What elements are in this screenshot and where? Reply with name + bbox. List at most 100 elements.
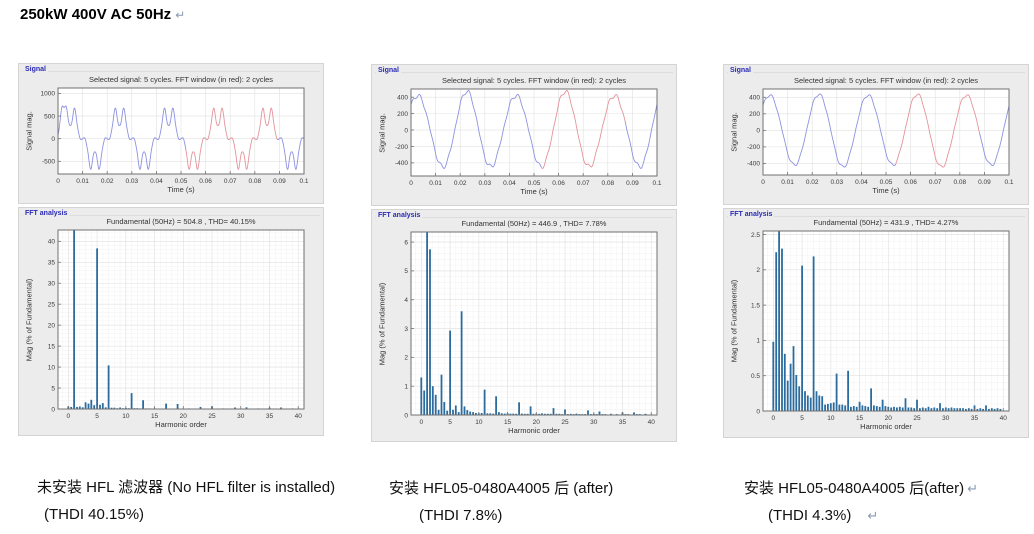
svg-text:0: 0 [51,136,55,143]
svg-text:3: 3 [404,326,408,333]
signal-groupbox-label: Signal [376,66,402,75]
svg-text:25: 25 [208,413,216,420]
svg-text:0.5: 0.5 [751,373,760,380]
svg-text:10: 10 [122,413,130,420]
x-axis-label: Time (s) [167,185,195,194]
svg-text:0.09: 0.09 [978,179,991,186]
fft-panel-1: FFT analysis Fundamental (50Hz) = 504.8 … [18,207,324,436]
svg-text:30: 30 [237,413,245,420]
svg-text:35: 35 [266,413,274,420]
fft-panel-3: FFT analysis Fundamental (50Hz) = 431.9 … [723,208,1029,438]
svg-text:2: 2 [756,267,760,274]
caption-text: 安装 HFL05-0480A4005 后(after) [744,480,965,497]
caption-col1-line1: 未安装 HFL 滤波器 (No HFL filter is installed) [37,476,339,497]
x-axis-label: Harmonic order [860,422,912,431]
svg-text:20: 20 [180,413,188,420]
svg-text:0.06: 0.06 [552,180,565,187]
caption-col3-line1: 安装 HFL05-0480A4005 后(after) ↵ [744,477,978,498]
svg-text:0.04: 0.04 [503,180,516,187]
svg-text:200: 200 [749,111,760,118]
signal-panel-1: Signal Selected signal: 5 cycles. FFT wi… [18,63,324,204]
svg-text:0.01: 0.01 [429,180,442,187]
fft-harmonics-chart-2: 0 5 10 15 20 25 30 35 40 0 1 2 3 4 5 6 [404,231,658,426]
svg-text:6: 6 [404,239,408,246]
svg-text:0.04: 0.04 [150,178,163,185]
svg-text:20: 20 [533,419,541,426]
fft-harmonics-chart-1: 0 5 10 15 20 25 30 35 40 0 5 10 15 20 25 30 35 40 [48,229,305,420]
svg-text:5: 5 [404,268,408,275]
svg-text:500: 500 [44,113,55,120]
caption-col3-line2: (THDI 4.3%) ↵ [768,507,878,524]
svg-text:0.06: 0.06 [199,178,212,185]
svg-text:35: 35 [619,419,627,426]
svg-text:2.5: 2.5 [751,232,760,239]
svg-text:0.06: 0.06 [904,179,917,186]
svg-text:0.08: 0.08 [953,179,966,186]
signal-panel-2: Signal Selected signal: 5 cycles. FFT wi… [371,64,677,206]
signal-waveform-chart-1: 0 0.01 0.02 0.03 0.04 0.05 0.06 0.07 0.08 0.09 0.1… [41,87,309,185]
y-axis-label: Mag (% of Fundamental) [24,278,34,361]
svg-text:35: 35 [48,260,56,267]
svg-text:0: 0 [51,406,55,413]
svg-text:30: 30 [48,281,56,288]
svg-text:200: 200 [397,111,408,118]
svg-text:40: 40 [295,413,303,420]
svg-text:0.05: 0.05 [175,178,188,185]
y-axis-label: Mag (% of Fundamental) [377,282,387,365]
paragraph-mark-icon: ↵ [967,481,979,496]
caption-text: (THDI 40.15%) [44,506,145,523]
fft-panel-2: FFT analysis Fundamental (50Hz) = 446.9 … [371,209,677,442]
svg-text:2: 2 [404,355,408,362]
svg-text:0.09: 0.09 [273,178,286,185]
svg-text:0.07: 0.07 [929,179,942,186]
svg-text:0.01: 0.01 [76,178,89,185]
x-axis-label: Harmonic order [508,426,560,435]
svg-text:0.05: 0.05 [528,180,541,187]
svg-text:4: 4 [404,297,408,304]
chart-title: Selected signal: 5 cycles. FFT window (i… [793,76,979,85]
caption-text: (THDI 4.3%) [768,507,852,524]
signal-panel-3: Signal Selected signal: 5 cycles. FFT wi… [723,64,1029,205]
svg-text:0.08: 0.08 [601,180,614,187]
svg-text:1000: 1000 [41,91,56,98]
chart-title: Fundamental (50Hz) = 504.8 , THD= 40.15% [106,217,256,226]
svg-text:25: 25 [561,419,569,426]
svg-text:0: 0 [409,180,413,187]
svg-text:0.02: 0.02 [806,179,819,186]
svg-text:40: 40 [1000,415,1008,422]
paragraph-mark-icon: ↵ [867,508,879,523]
svg-text:400: 400 [749,95,760,102]
svg-text:0: 0 [420,419,424,426]
svg-text:-500: -500 [42,159,55,166]
svg-text:0.04: 0.04 [855,179,868,186]
fft-groupbox-label: FFT analysis [728,210,775,219]
chart-title: Fundamental (50Hz) = 431.9 , THD= 4.27% [813,218,959,227]
page-title: 250kW 400V AC 50Hz ↵ [20,6,185,23]
svg-text:5: 5 [800,415,804,422]
svg-text:25: 25 [48,301,56,308]
svg-text:5: 5 [95,413,99,420]
svg-text:1.5: 1.5 [751,302,760,309]
svg-text:25: 25 [913,415,921,422]
svg-text:0: 0 [404,412,408,419]
svg-text:-200: -200 [395,144,408,151]
signal-waveform-chart-3: 0 0.01 0.02 0.03 0.04 0.05 0.06 0.07 0.08 0.09 0.1… [747,88,1014,186]
svg-text:10: 10 [48,364,56,371]
svg-text:0.02: 0.02 [101,178,114,185]
svg-text:15: 15 [504,419,512,426]
svg-text:1: 1 [756,338,760,345]
signal-groupbox-label: Signal [728,66,754,75]
svg-text:0: 0 [756,408,760,415]
svg-text:0.03: 0.03 [830,179,843,186]
x-axis-label: Time (s) [520,187,548,196]
svg-text:0.03: 0.03 [125,178,138,185]
chart-title: Selected signal: 5 cycles. FFT window (i… [441,76,627,85]
fft-groupbox-label: FFT analysis [376,211,423,220]
svg-text:40: 40 [648,419,656,426]
svg-text:20: 20 [48,322,56,329]
svg-text:-400: -400 [747,161,760,168]
svg-text:15: 15 [151,413,159,420]
chart-title: Fundamental (50Hz) = 446.9 , THD= 7.78% [461,219,607,228]
svg-text:15: 15 [856,415,864,422]
signal-groupbox-label: Signal [23,65,49,74]
